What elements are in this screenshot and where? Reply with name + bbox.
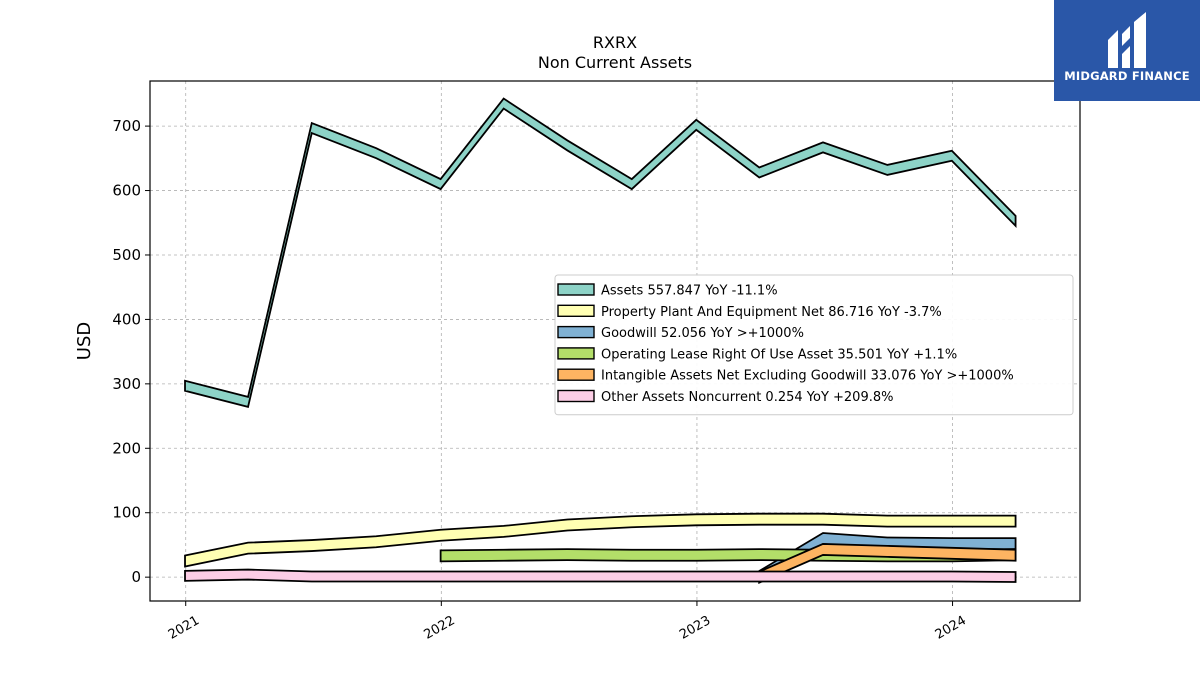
series-band-intangible-assets-net-excluding-goodwill bbox=[758, 543, 1017, 585]
legend-swatch bbox=[557, 347, 595, 360]
y-tick-label: 700 bbox=[112, 117, 141, 135]
series-band-property-plant-and-equipment-net bbox=[184, 512, 1017, 568]
y-tick-label: 400 bbox=[112, 310, 141, 328]
y-tick-label: 500 bbox=[112, 246, 141, 264]
logo-text: MIDGARD FINANCE bbox=[1064, 69, 1190, 83]
axis-ticks: 0 100 200 300 400 500 600 700 2021 2022 2023 2024 bbox=[112, 117, 969, 643]
legend-swatch bbox=[557, 368, 595, 381]
chart-subtitle: Non Current Assets bbox=[538, 53, 692, 72]
legend-swatch bbox=[557, 304, 595, 317]
y-tick-label: 0 bbox=[131, 568, 141, 586]
legend-entry: Property Plant And Equipment Net 86.716 … bbox=[601, 305, 942, 320]
legend-entry: Goodwill 52.056 YoY >+1000% bbox=[601, 326, 804, 341]
legend: Assets 557.847 YoY -11.1% Property Plant … bbox=[554, 274, 1074, 416]
y-tick-label: 600 bbox=[112, 182, 141, 200]
legend-box bbox=[554, 274, 1074, 416]
y-axis-label: USD bbox=[74, 322, 95, 360]
legend-entry: Intangible Assets Net Excluding Goodwill… bbox=[601, 369, 1014, 384]
x-tick-label: 2022 bbox=[421, 613, 457, 643]
midgard-logo-icon bbox=[1108, 12, 1146, 68]
legend-swatch bbox=[557, 389, 595, 403]
y-tick-label: 200 bbox=[112, 439, 141, 457]
series-band-assets bbox=[184, 97, 1017, 408]
x-tick-label: 2024 bbox=[933, 613, 969, 643]
legend-entry: Operating Lease Right Of Use Asset 35.50… bbox=[601, 347, 957, 362]
y-tick-label: 100 bbox=[112, 504, 141, 522]
series-layer bbox=[184, 97, 1017, 585]
legend-swatch bbox=[557, 325, 595, 339]
legend-entry: Assets 557.847 YoY -11.1% bbox=[601, 284, 778, 299]
x-tick-label: 2023 bbox=[677, 613, 713, 643]
y-tick-label: 300 bbox=[112, 375, 141, 393]
plot-frame bbox=[149, 80, 1081, 602]
legend-entry: Other Assets Noncurrent 0.254 YoY +209.8… bbox=[601, 390, 893, 405]
series-band-other-assets-noncurrent bbox=[184, 568, 1017, 583]
midgard-finance-logo: MIDGARD FINANCE bbox=[1054, 0, 1200, 101]
chart-title: RXRX bbox=[593, 33, 637, 52]
x-tick-label: 2021 bbox=[166, 613, 202, 643]
legend-swatch bbox=[557, 283, 595, 296]
